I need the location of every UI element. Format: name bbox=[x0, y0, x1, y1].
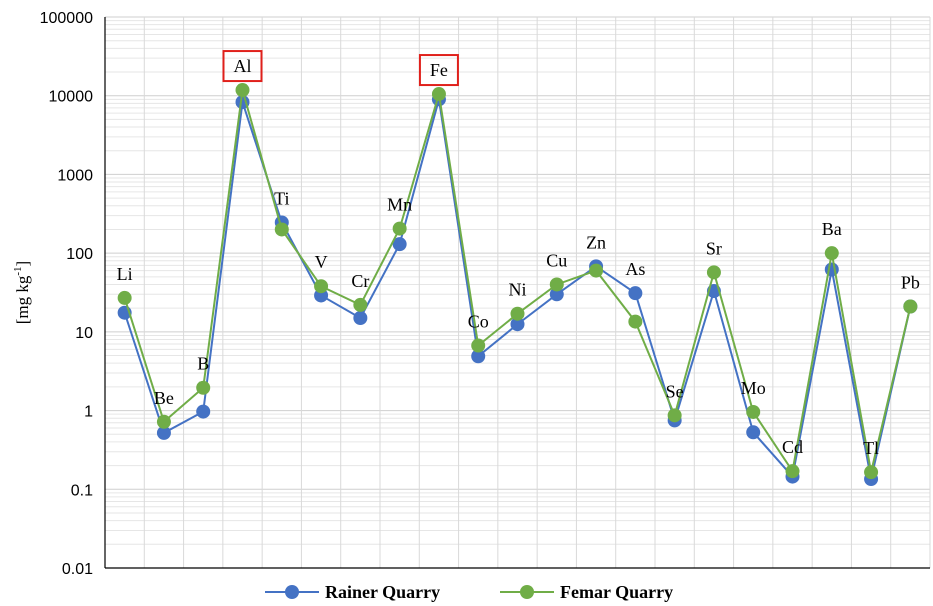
data-point bbox=[903, 299, 918, 314]
gridlines bbox=[105, 16, 931, 569]
element-label: Co bbox=[468, 312, 489, 332]
data-point bbox=[706, 265, 721, 280]
element-label: Ti bbox=[274, 189, 289, 209]
legend: Rainer Quarry Femar Quarry bbox=[265, 582, 673, 602]
data-point bbox=[510, 306, 525, 321]
data-point bbox=[628, 314, 643, 329]
data-point bbox=[235, 83, 250, 98]
element-label: Zn bbox=[586, 232, 606, 252]
data-point bbox=[628, 286, 643, 301]
data-point bbox=[431, 87, 446, 102]
element-label: Se bbox=[666, 381, 684, 401]
data-point bbox=[549, 277, 564, 292]
data-point bbox=[667, 408, 682, 423]
data-point bbox=[824, 262, 839, 277]
data-point bbox=[156, 425, 171, 440]
y-tick-label: 1 bbox=[84, 404, 93, 421]
legend-marker bbox=[285, 585, 299, 599]
data-point bbox=[589, 263, 604, 278]
element-label: Be bbox=[154, 388, 174, 408]
y-tick-label: 100000 bbox=[40, 10, 93, 27]
y-axis-label-text: [mg kg bbox=[13, 275, 32, 324]
element-label: Mo bbox=[741, 378, 766, 398]
data-point bbox=[156, 414, 171, 429]
element-label: V bbox=[315, 252, 328, 272]
y-axis-label-bracket: ] bbox=[13, 261, 32, 267]
highlight-box bbox=[418, 54, 459, 87]
legend-marker bbox=[520, 585, 534, 599]
y-tick-label: 1000 bbox=[57, 167, 93, 184]
data-point bbox=[471, 338, 486, 353]
legend-label: Femar Quarry bbox=[560, 582, 673, 602]
element-label: Sr bbox=[706, 238, 722, 258]
data-point bbox=[274, 222, 289, 237]
highlight-box bbox=[222, 50, 263, 83]
element-label: Cd bbox=[782, 437, 803, 457]
legend-label: Rainer Quarry bbox=[325, 582, 440, 602]
data-point bbox=[549, 287, 564, 302]
data-point bbox=[196, 380, 211, 395]
y-tick-label: 100 bbox=[66, 246, 93, 263]
element-label: As bbox=[625, 259, 645, 279]
y-tick-label: 0.01 bbox=[62, 561, 93, 578]
element-label: Ni bbox=[509, 280, 527, 300]
data-point bbox=[746, 404, 761, 419]
series-femar-quarry bbox=[117, 83, 918, 480]
data-point bbox=[785, 464, 800, 479]
y-tick-label: 10 bbox=[75, 325, 93, 342]
element-label: Al bbox=[234, 56, 252, 76]
data-point bbox=[864, 465, 879, 480]
data-point bbox=[353, 297, 368, 312]
axes bbox=[104, 17, 930, 569]
element-label: Mn bbox=[387, 195, 412, 215]
element-label: Cr bbox=[351, 271, 369, 291]
legend-item: Femar Quarry bbox=[500, 582, 673, 602]
element-label: B bbox=[197, 354, 209, 374]
data-point bbox=[117, 290, 132, 305]
data-point bbox=[392, 237, 407, 252]
y-axis-label-superscript: -1 bbox=[12, 266, 24, 275]
series-group bbox=[117, 83, 918, 487]
data-point bbox=[196, 404, 211, 419]
element-label: Pb bbox=[901, 272, 920, 292]
data-point bbox=[824, 246, 839, 261]
element-label: Cu bbox=[546, 250, 567, 270]
element-label: Ba bbox=[822, 219, 842, 239]
data-point bbox=[471, 349, 486, 364]
legend-item: Rainer Quarry bbox=[265, 582, 440, 602]
data-point bbox=[392, 221, 407, 236]
element-labels: Li Be B Al Ti V Cr Mn Fe Co Ni Cu Zn As Se Sr Mo Cd Ba Tl Pb bbox=[117, 50, 920, 458]
data-point bbox=[746, 425, 761, 440]
y-tick-label: 10000 bbox=[49, 89, 94, 106]
data-point bbox=[510, 317, 525, 332]
element-label: Li bbox=[117, 264, 133, 284]
y-tick-labels: 0.01 0.1 1 10 100 1000 10000 100000 bbox=[40, 10, 93, 578]
y-tick-label: 0.1 bbox=[71, 482, 93, 499]
y-axis-label: [mg kg-1] bbox=[12, 261, 32, 324]
element-label: Tl bbox=[863, 438, 879, 458]
data-point bbox=[314, 279, 329, 294]
element-label: Fe bbox=[430, 60, 448, 80]
data-point bbox=[353, 310, 368, 325]
